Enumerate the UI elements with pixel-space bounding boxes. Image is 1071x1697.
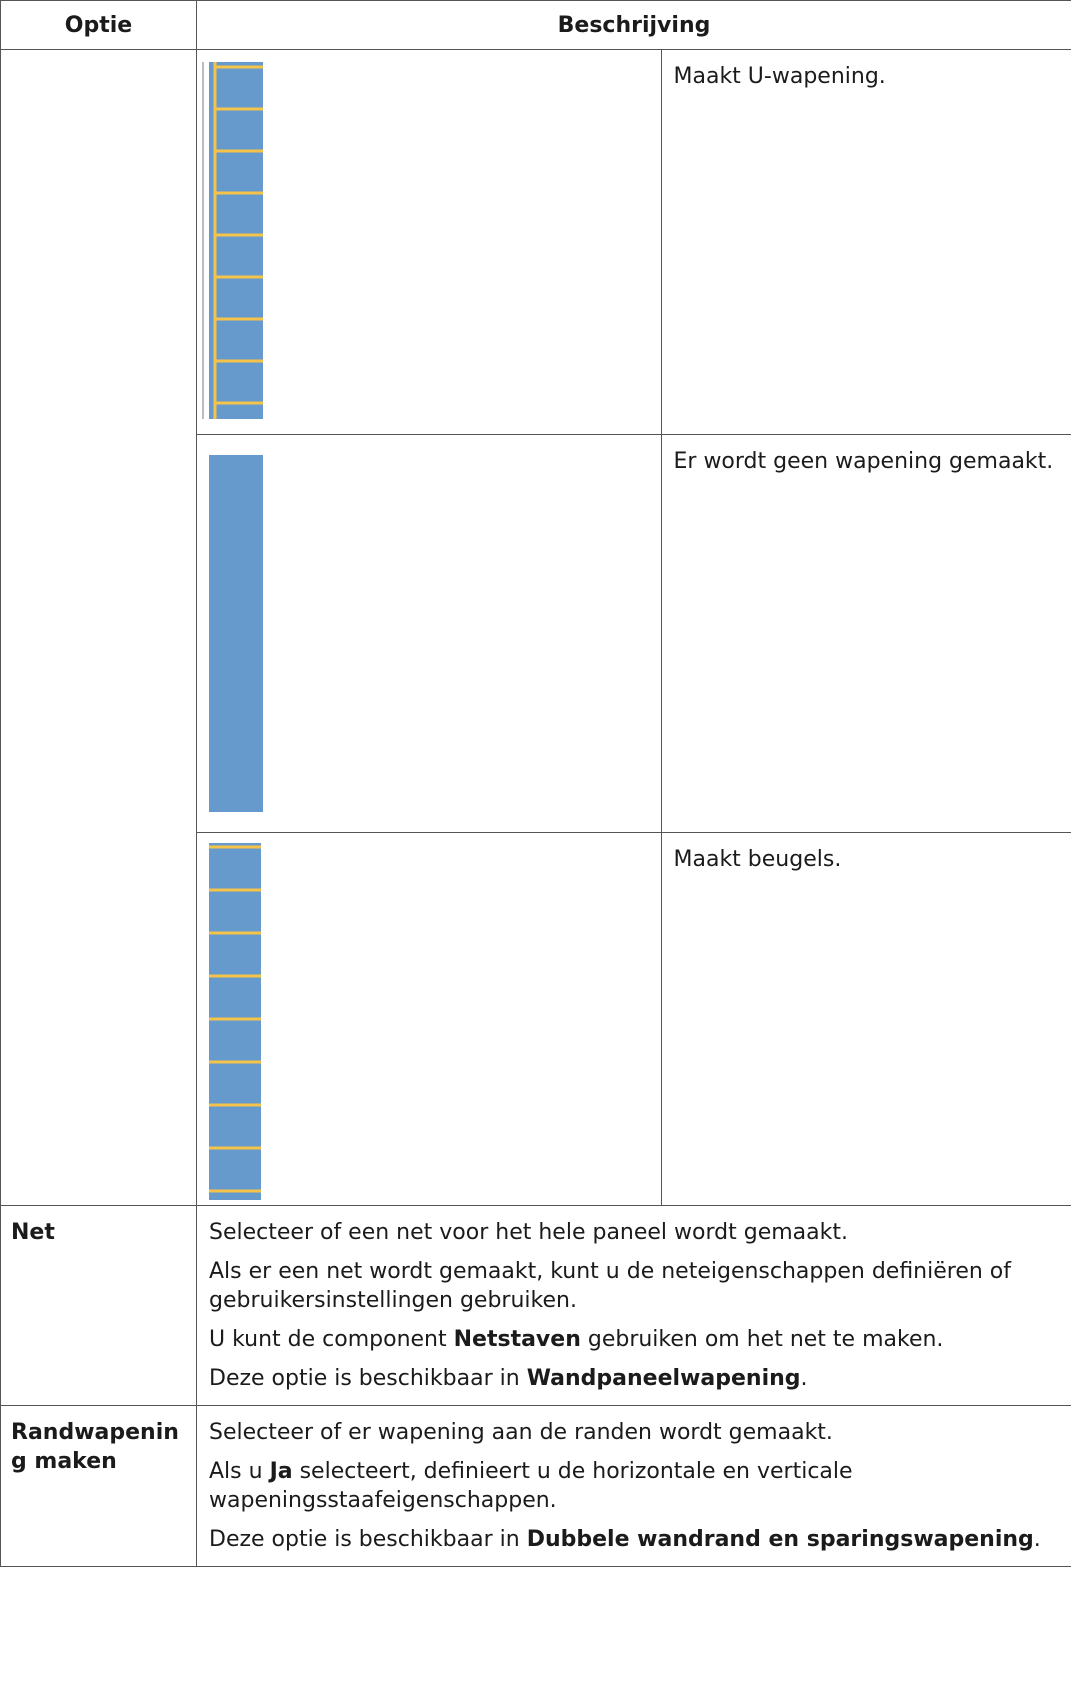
text: Selecteer of er wapening aan de randen w… bbox=[209, 1420, 833, 1445]
option-label: Net bbox=[11, 1220, 55, 1245]
variant-description: Er wordt geen wapening gemaakt. bbox=[673, 448, 1054, 474]
bold-text: Dubbele wandrand en sparingswapening bbox=[526, 1527, 1034, 1552]
variant-row: Maakt beugels. bbox=[197, 832, 1071, 1205]
variant-description: Maakt U-wapening. bbox=[673, 64, 886, 89]
panel bbox=[209, 842, 261, 1200]
option-row: Net Selecteer of een net voor het hele pa… bbox=[0, 1205, 1071, 1406]
paragraph: Deze optie is beschikbaar in Wandpaneelw… bbox=[209, 1364, 1059, 1393]
text: Selecteer of een net voor het hele panee… bbox=[209, 1220, 848, 1245]
paragraph: Selecteer of een net voor het hele panee… bbox=[209, 1218, 1059, 1247]
paragraph: Als er een net wordt gemaakt, kunt u de … bbox=[209, 1257, 1059, 1315]
option-cell: Randwapening maken bbox=[0, 1405, 197, 1567]
illustration-cell bbox=[197, 832, 662, 1205]
text: . bbox=[800, 1366, 808, 1391]
variant-text-cell: Er wordt geen wapening gemaakt. bbox=[660, 434, 1071, 833]
variant-description: Maakt beugels. bbox=[673, 846, 842, 872]
option-cell: Net bbox=[0, 1205, 197, 1406]
paragraph: Als u Ja selecteert, definieert u de hor… bbox=[209, 1457, 1059, 1515]
variant-text-cell: Maakt beugels. bbox=[660, 832, 1071, 1205]
text: gebruiken om het net te maken. bbox=[580, 1327, 944, 1352]
text: Als u bbox=[209, 1459, 270, 1484]
text: Deze optie is beschikbaar in bbox=[209, 1366, 527, 1391]
panel bbox=[209, 454, 263, 812]
variant-row: Er wordt geen wapening gemaakt. bbox=[197, 434, 1071, 833]
text: U kunt de component bbox=[209, 1327, 454, 1352]
variant-text-cell: Maakt U-wapening. bbox=[660, 50, 1071, 435]
header-option: Optie bbox=[0, 0, 197, 50]
option-row: Maakt U-wapening. Er wordt geen wapening … bbox=[0, 49, 1071, 1206]
bold-text: Wandpaneelwapening bbox=[526, 1366, 801, 1391]
bold-text: Netstaven bbox=[453, 1327, 581, 1352]
text: Als er een net wordt gemaakt, kunt u de … bbox=[209, 1259, 1012, 1313]
variant-row: Maakt U-wapening. bbox=[197, 50, 1071, 435]
variant-table: Maakt U-wapening. Er wordt geen wapening … bbox=[197, 50, 1071, 1205]
option-cell bbox=[0, 49, 197, 1206]
option-row: Randwapening maken Selecteer of er wapeni… bbox=[0, 1405, 1071, 1567]
illustration bbox=[209, 454, 263, 812]
paragraph: U kunt de component Netstaven gebruiken … bbox=[209, 1325, 1059, 1354]
panel bbox=[209, 62, 263, 419]
table-body: Maakt U-wapening. Er wordt geen wapening … bbox=[0, 49, 1071, 1567]
paragraph: Deze optie is beschikbaar in Dubbele wan… bbox=[209, 1525, 1059, 1554]
option-label: Randwapening maken bbox=[11, 1420, 179, 1474]
header-row: Optie Beschrijving bbox=[0, 0, 1071, 50]
options-table: Optie Beschrijving Maakt U-wapening. Er w… bbox=[0, 0, 1071, 1567]
paragraph: Selecteer of er wapening aan de randen w… bbox=[209, 1418, 1059, 1447]
illustration-cell bbox=[197, 50, 662, 435]
text: selecteert, definieert u de horizontale … bbox=[209, 1459, 853, 1513]
text: Deze optie is beschikbaar in bbox=[209, 1527, 527, 1552]
text: . bbox=[1033, 1527, 1041, 1552]
header-description: Beschrijving bbox=[196, 0, 1071, 50]
bold-text: Ja bbox=[269, 1459, 293, 1484]
description-cell: Maakt U-wapening. Er wordt geen wapening … bbox=[196, 49, 1071, 1206]
illustration bbox=[209, 842, 261, 1200]
illustration-cell bbox=[197, 434, 662, 833]
description-cell: Selecteer of er wapening aan de randen w… bbox=[196, 1405, 1071, 1567]
description-cell: Selecteer of een net voor het hele panee… bbox=[196, 1205, 1071, 1406]
illustration bbox=[202, 62, 263, 419]
